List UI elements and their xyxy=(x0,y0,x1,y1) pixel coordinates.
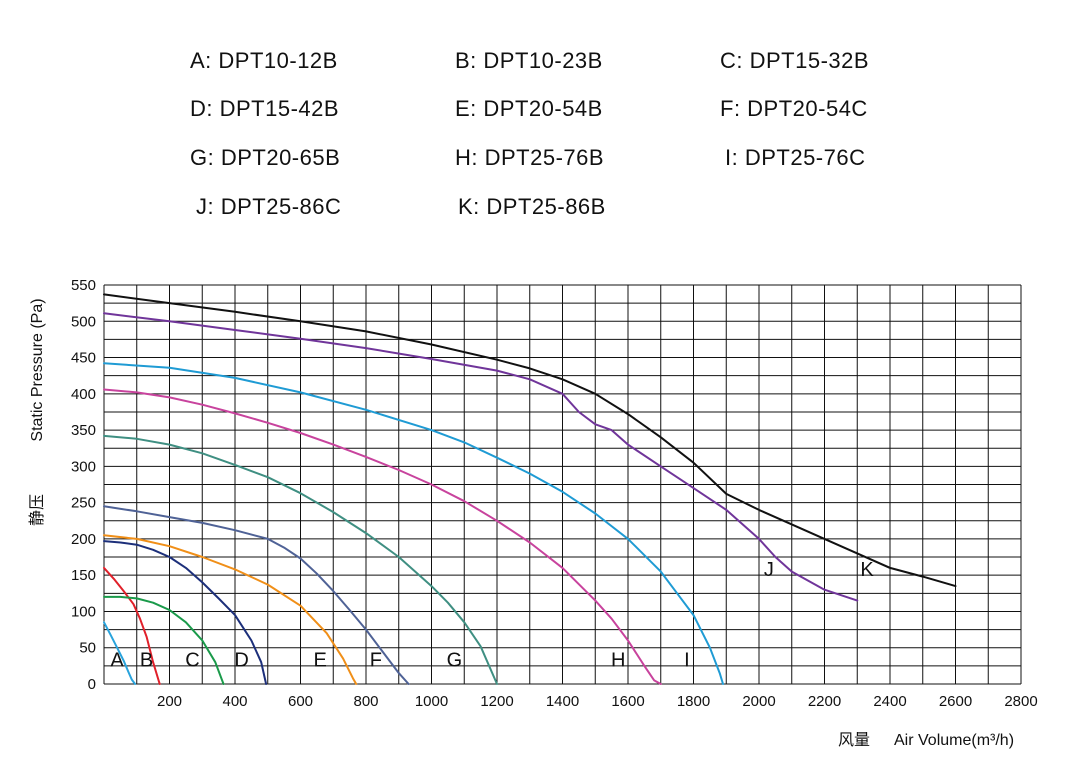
x-axis-title-en: Air Volume(m³/h) xyxy=(894,732,1014,749)
y-axis-title-zh: 静压 xyxy=(28,494,46,526)
x-tick-label: 600 xyxy=(288,693,313,710)
y-tick-label: 100 xyxy=(71,603,96,620)
curve-label-b: B xyxy=(140,650,153,672)
y-tick-label: 200 xyxy=(71,531,96,548)
curve-label-j: J xyxy=(764,559,774,581)
series-line-e xyxy=(103,534,358,685)
y-tick-label: 450 xyxy=(71,350,96,367)
legend-item-j: J: DPT25-86C xyxy=(196,194,342,219)
series-line-c xyxy=(103,595,225,685)
series-line-a xyxy=(103,621,137,685)
curve-label-h: H xyxy=(611,650,625,672)
x-tick-label: 200 xyxy=(157,693,182,710)
y-tick-label: 300 xyxy=(71,458,96,475)
series-line-k xyxy=(103,293,957,588)
series-line-j xyxy=(103,312,859,602)
y-tick-label: 50 xyxy=(79,640,96,657)
x-tick-label: 2800 xyxy=(1004,693,1037,710)
y-tick-label: 400 xyxy=(71,386,96,403)
curve-label-i: I xyxy=(684,650,690,672)
legend-item-d: D: DPT15-42B xyxy=(190,96,340,121)
y-axis-title-en: Static Pressure (Pa) xyxy=(29,298,46,441)
x-tick-label: 2400 xyxy=(873,693,906,710)
y-tick-label: 250 xyxy=(71,495,96,512)
legend-item-a: A: DPT10-12B xyxy=(190,48,338,73)
curve-label-f: F xyxy=(370,650,382,672)
x-tick-label: 1000 xyxy=(415,693,448,710)
legend: A: DPT10-12B B: DPT10-23B C: DPT15-32B D… xyxy=(0,0,1066,240)
legend-item-k: K: DPT25-86B xyxy=(458,194,606,219)
curve-labels: A B C D E F G H I J K xyxy=(110,559,874,672)
x-tick-label: 1600 xyxy=(611,693,644,710)
x-tick-label: 2600 xyxy=(939,693,972,710)
legend-item-c: C: DPT15-32B xyxy=(720,48,870,73)
curve-label-g: G xyxy=(447,650,463,672)
curve-label-d: D xyxy=(234,650,248,672)
x-tick-label: 1200 xyxy=(480,693,513,710)
legend-item-b: B: DPT10-23B xyxy=(455,48,603,73)
legend-item-e: E: DPT20-54B xyxy=(455,96,603,121)
x-tick-label: 400 xyxy=(222,693,247,710)
x-tick-label: 2000 xyxy=(742,693,775,710)
curve-label-e: E xyxy=(313,650,326,672)
legend-item-h: H: DPT25-76B xyxy=(455,145,605,170)
curve-label-a: A xyxy=(110,650,124,672)
series-line-f xyxy=(103,505,410,685)
y-tick-label: 150 xyxy=(71,567,96,584)
series-line-i xyxy=(103,362,724,685)
chart-grid xyxy=(103,284,1022,685)
x-tick-label: 1400 xyxy=(546,693,579,710)
legend-item-i: I: DPT25-76C xyxy=(725,145,866,170)
legend-item-g: G: DPT20-65B xyxy=(190,145,341,170)
y-axis-ticks: 0 50 100 150 200 250 300 350 400 450 500 550 xyxy=(71,277,96,693)
y-tick-label: 350 xyxy=(71,422,96,439)
curve-label-k: K xyxy=(860,559,874,581)
x-axis-title-zh: 风量 xyxy=(838,732,870,749)
legend-item-f: F: DPT20-54C xyxy=(720,96,868,121)
x-axis-ticks: 200 400 600 800 1000 1200 1400 1600 1800 2000 2200… xyxy=(157,693,1038,710)
x-tick-label: 1800 xyxy=(677,693,710,710)
series-line-h xyxy=(103,388,662,685)
chart-series xyxy=(103,293,957,685)
series-line-g xyxy=(103,434,498,685)
x-tick-label: 2200 xyxy=(808,693,841,710)
y-tick-label: 0 xyxy=(88,676,96,693)
series-line-b xyxy=(103,566,161,685)
y-tick-label: 500 xyxy=(71,313,96,330)
curve-label-c: C xyxy=(185,650,199,672)
x-tick-label: 800 xyxy=(353,693,378,710)
y-tick-label: 550 xyxy=(71,277,96,294)
series-line-d xyxy=(103,540,268,685)
